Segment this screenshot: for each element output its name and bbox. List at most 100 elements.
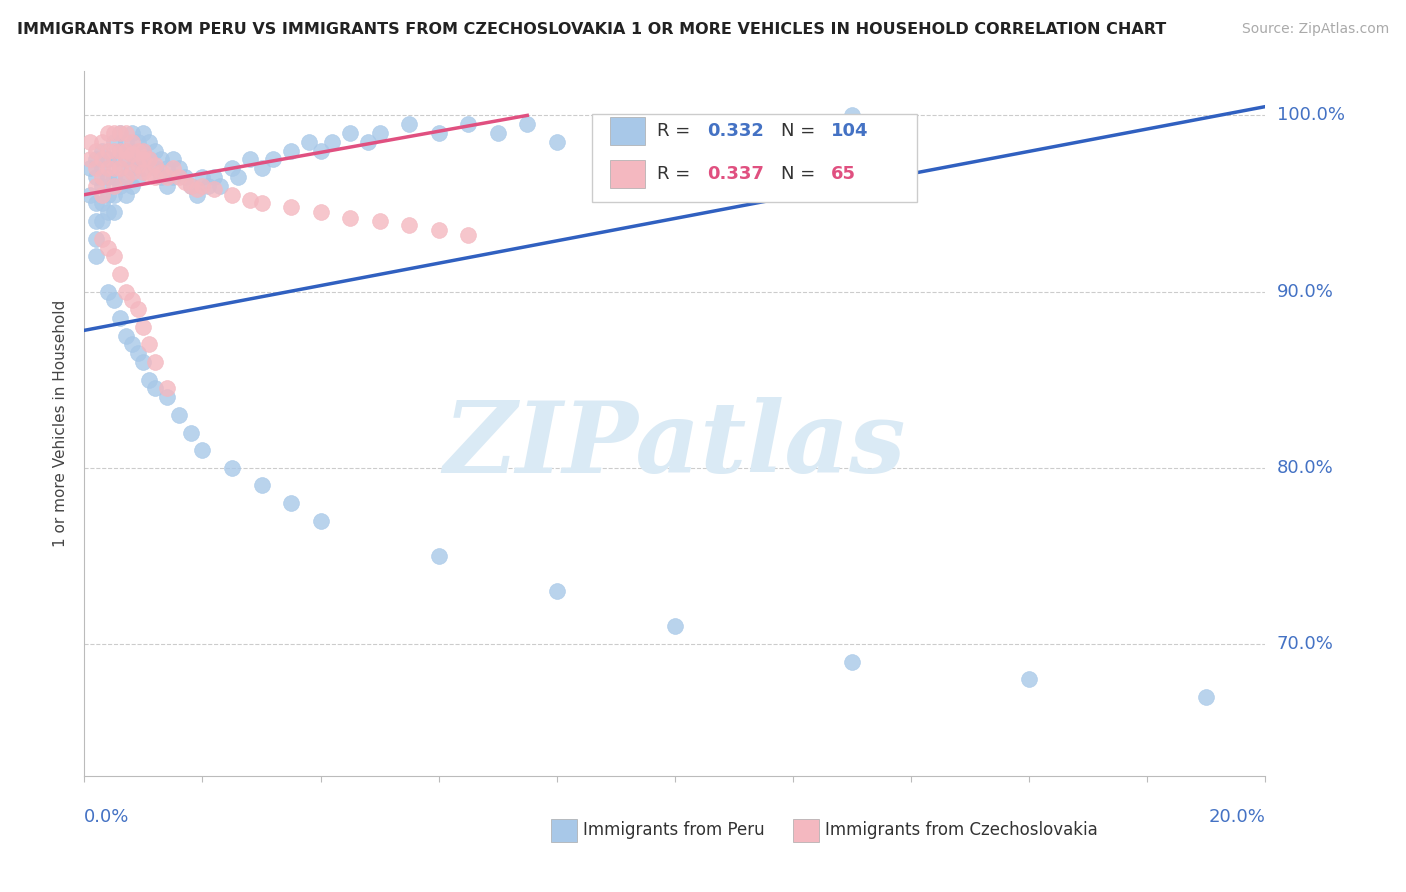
Point (108, 267, 131, 281)
Point (114, 169, 136, 184)
Point (209, 178, 232, 193)
Point (132, 161, 155, 176)
Text: N =: N = (782, 122, 815, 140)
Point (150, 169, 173, 184)
Text: 0.0%: 0.0% (84, 808, 129, 826)
Point (250, 478, 273, 492)
Text: Source: ZipAtlas.com: Source: ZipAtlas.com (1241, 22, 1389, 37)
Point (114, 187, 136, 202)
Point (84, 161, 107, 176)
Point (516, 117, 538, 131)
Point (298, 135, 321, 149)
Text: 70.0%: 70.0% (1277, 635, 1333, 653)
Point (132, 126, 155, 140)
Point (138, 167, 160, 181)
Point (457, 117, 479, 131)
Point (156, 381, 179, 395)
Text: 0.332: 0.332 (707, 122, 763, 140)
Point (127, 135, 149, 149)
Point (143, 158, 166, 172)
Point (398, 218, 420, 232)
Point (108, 144, 131, 158)
Point (121, 144, 143, 158)
Point (221, 460, 243, 475)
Text: R =: R = (657, 165, 690, 183)
Text: IMMIGRANTS FROM PERU VS IMMIGRANTS FROM CZECHOSLOVAKIA 1 OR MORE VEHICLES IN HOU: IMMIGRANTS FROM PERU VS IMMIGRANTS FROM … (17, 22, 1166, 37)
Point (664, 619, 686, 633)
Point (221, 187, 243, 202)
Point (841, 108, 863, 122)
Point (91, 144, 114, 158)
Point (121, 126, 143, 140)
Point (79, 135, 101, 149)
Point (114, 144, 136, 158)
Point (180, 425, 202, 440)
Text: Immigrants from Czechoslovakia: Immigrants from Czechoslovakia (825, 822, 1098, 839)
Point (127, 169, 149, 184)
Point (280, 144, 302, 158)
Point (121, 165, 143, 179)
Text: N =: N = (782, 165, 815, 183)
Point (103, 153, 125, 167)
Point (103, 169, 125, 184)
Point (250, 196, 273, 211)
Point (121, 135, 143, 149)
Point (339, 126, 361, 140)
Point (132, 355, 155, 369)
Point (427, 549, 450, 563)
Point (103, 249, 125, 263)
Point (103, 135, 125, 149)
Point (127, 346, 149, 360)
Point (84, 153, 107, 167)
Point (191, 443, 214, 458)
Point (138, 153, 160, 167)
Point (108, 178, 131, 193)
Point (339, 211, 361, 225)
Point (143, 381, 166, 395)
Point (486, 126, 509, 140)
Point (132, 153, 155, 167)
Point (167, 161, 190, 176)
Bar (610, 161, 645, 188)
Point (127, 153, 149, 167)
Point (398, 117, 420, 131)
Point (427, 126, 450, 140)
Point (103, 293, 125, 308)
Point (368, 214, 391, 228)
Point (143, 169, 166, 184)
Point (280, 496, 302, 510)
Point (143, 144, 166, 158)
Point (782, 117, 804, 131)
Point (357, 135, 380, 149)
Point (114, 328, 136, 343)
Point (84, 169, 107, 184)
Point (605, 126, 627, 140)
Bar (793, 819, 818, 841)
Point (103, 205, 125, 219)
Point (162, 161, 184, 176)
Point (150, 153, 173, 167)
Point (108, 126, 131, 140)
Point (114, 169, 136, 184)
Point (427, 223, 450, 237)
Bar (551, 819, 576, 841)
Point (114, 153, 136, 167)
Point (309, 144, 332, 158)
Point (91, 135, 114, 149)
Point (108, 144, 131, 158)
Point (79, 187, 101, 202)
Point (262, 153, 284, 167)
Point (121, 337, 143, 351)
Point (664, 135, 686, 149)
Point (91, 153, 114, 167)
Text: Immigrants from Peru: Immigrants from Peru (582, 822, 765, 839)
Point (132, 144, 155, 158)
Point (186, 187, 208, 202)
Point (114, 285, 136, 299)
Point (156, 161, 179, 176)
Point (186, 182, 208, 196)
Point (103, 187, 125, 202)
Text: 100.0%: 100.0% (1277, 106, 1344, 124)
Bar (610, 117, 645, 145)
Point (132, 319, 155, 334)
